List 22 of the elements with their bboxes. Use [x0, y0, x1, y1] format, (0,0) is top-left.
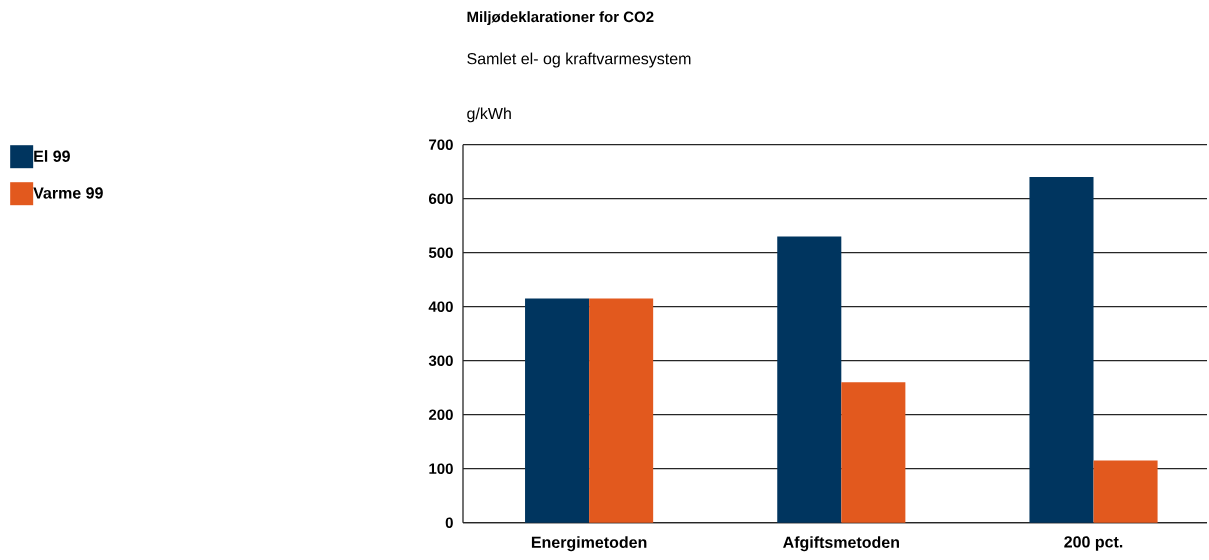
y-tick-label: 200: [428, 409, 453, 421]
y-tick-label: 300: [428, 355, 453, 367]
y-tick-label: 700: [429, 139, 453, 151]
bar: [525, 298, 590, 523]
y-tick-label: 0: [445, 517, 453, 529]
x-tick-label: Energimetoden: [531, 536, 647, 552]
y-tick-label: 600: [428, 193, 453, 205]
bar: [841, 382, 906, 523]
x-tick-label: 200 pct.: [1064, 536, 1123, 551]
chart-subtitle: Samlet el- og kraftvarmesystem: [467, 52, 691, 68]
legend-label: El 99: [34, 150, 70, 162]
chart-title: Miljødeklarationer for CO2: [467, 11, 654, 26]
y-tick-label: 100: [429, 463, 453, 475]
bar: [1093, 460, 1158, 523]
bar: [1029, 177, 1094, 523]
y-axis-title: g/kWh: [467, 107, 511, 123]
legend-label: Varme 99: [33, 187, 103, 199]
bar: [777, 236, 842, 523]
y-tick-label: 500: [428, 247, 453, 259]
bar: [589, 298, 654, 523]
y-tick-label: 400: [428, 301, 453, 313]
x-tick-label: Afgiftsmetoden: [783, 536, 899, 552]
